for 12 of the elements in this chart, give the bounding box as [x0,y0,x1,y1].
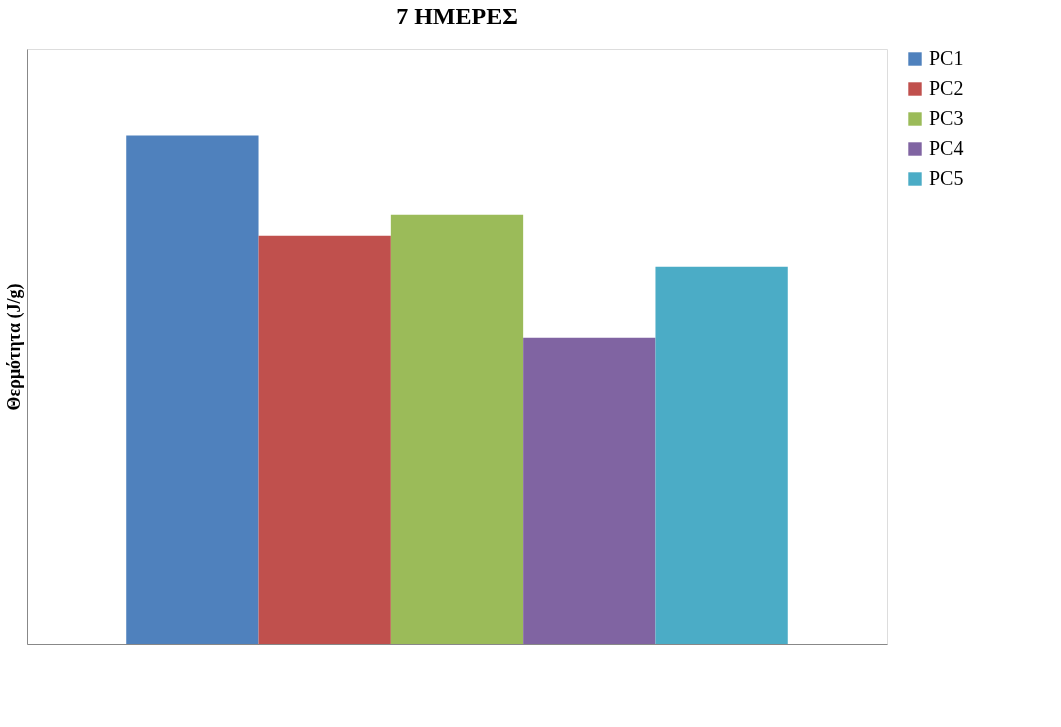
chart-title: 7 ΗΜΕΡΕΣ [396,3,518,29]
bar [126,135,259,644]
legend-label: PC3 [929,107,964,129]
bar [655,266,788,644]
bar [523,337,656,644]
legend-label: PC1 [929,47,964,69]
bar [390,214,524,644]
legend-label: PC4 [929,137,964,159]
legend-label: PC2 [929,77,964,99]
bar [258,235,391,644]
legend-label: PC5 [929,167,964,189]
y-axis-title: Θερμότητα (J/g) [3,283,25,411]
